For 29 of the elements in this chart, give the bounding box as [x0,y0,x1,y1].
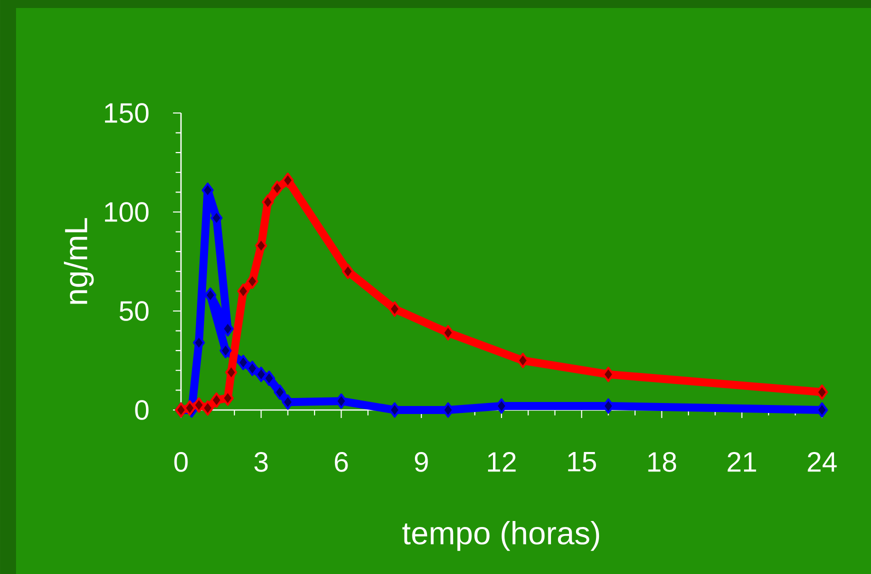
point [342,264,354,280]
x-tick-label: 0 [174,452,188,472]
x-tick-label: 12 [488,452,516,472]
x-tick-label: 18 [648,452,676,472]
point [255,366,268,382]
point [271,180,284,196]
point [274,384,286,400]
y-axis-title: ng/mL [64,218,94,304]
x-tick-label: 9 [414,452,428,472]
point [442,325,454,340]
y-tick-label: 50 [120,301,149,321]
point [282,394,294,410]
y-tick-label: 0 [135,400,149,420]
point [192,397,205,413]
x-tick-label: 21 [728,452,756,472]
y-tick-label: 100 [105,202,149,222]
point [202,400,214,416]
point [388,301,401,317]
point [282,172,294,188]
point [496,398,508,414]
x-axis-title: tempo (horas) [402,521,600,551]
x-tick-label: 6 [334,452,348,472]
point [246,360,258,376]
y-tick-label: 150 [105,103,149,123]
point [263,370,276,386]
x-tick-label: 15 [568,452,596,472]
x-tick-label: 24 [808,452,837,472]
x-tick-label: 3 [254,452,268,472]
point [237,354,250,370]
